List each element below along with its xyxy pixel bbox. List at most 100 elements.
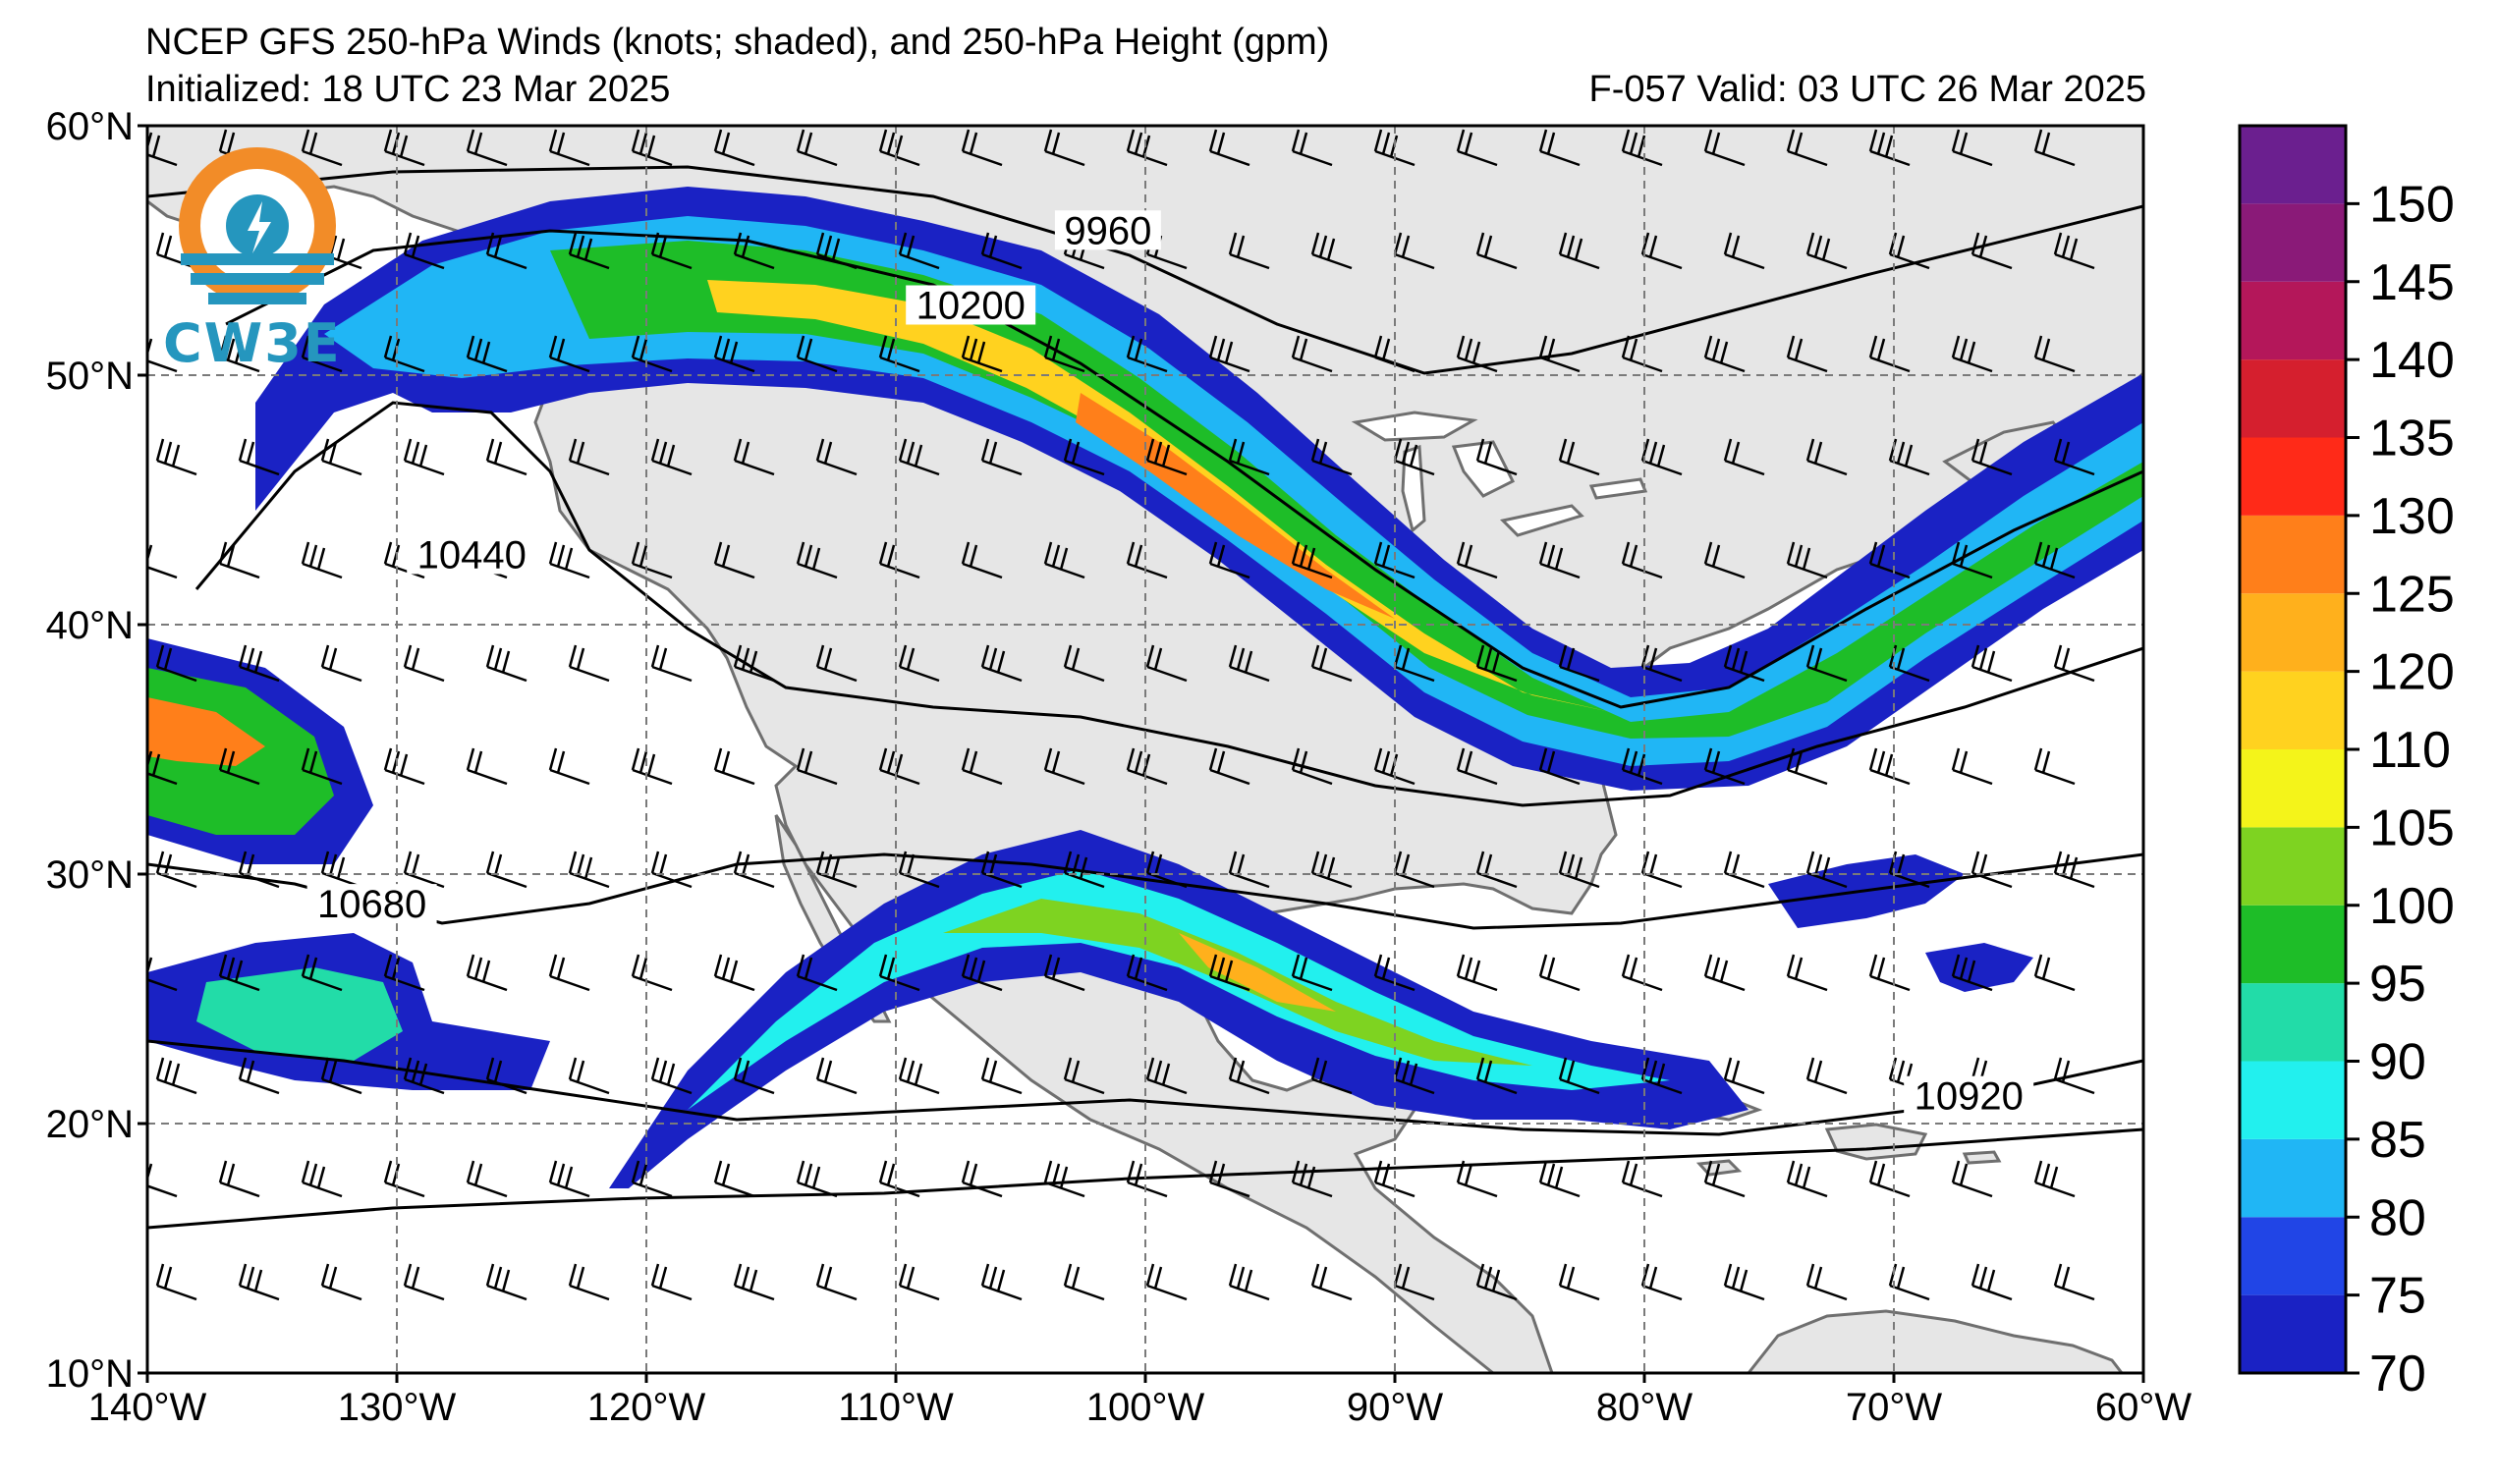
wind-barb bbox=[548, 129, 590, 167]
wind-barb bbox=[568, 1263, 610, 1301]
wind-barb bbox=[238, 1057, 280, 1095]
wind-barb bbox=[568, 232, 610, 270]
lon-tick-label: 60°W bbox=[2095, 1386, 2192, 1429]
contour-label-bg bbox=[1904, 1075, 2034, 1116]
wind-barb bbox=[485, 438, 527, 476]
wind-barb bbox=[1805, 1057, 1848, 1095]
wind-barb bbox=[980, 644, 1023, 683]
colorbar-segment bbox=[2240, 1138, 2346, 1218]
jet-pacific-125kt bbox=[147, 697, 265, 766]
lon-tick-label: 80°W bbox=[1596, 1386, 1693, 1429]
wind-barb bbox=[1621, 1160, 1663, 1198]
lon-tick-label: 140°W bbox=[88, 1386, 207, 1429]
wind-barb bbox=[1228, 644, 1270, 683]
wind-barb bbox=[1310, 851, 1353, 889]
puerto-rico-land bbox=[1962, 1150, 2002, 1165]
contour-label-10680: 10680 bbox=[306, 883, 437, 926]
wind-barb bbox=[1456, 541, 1498, 579]
wind-barb bbox=[1868, 541, 1911, 579]
wind-barb bbox=[1208, 954, 1250, 992]
wind-barb bbox=[1063, 1057, 1105, 1095]
colorbar-label: 80 bbox=[2369, 1189, 2426, 1246]
wind-barb bbox=[320, 1057, 362, 1095]
wind-barb bbox=[961, 129, 1003, 167]
wind-barb bbox=[1805, 438, 1848, 476]
wind-barb bbox=[1971, 438, 2013, 476]
contour-label-10440: 10440 bbox=[407, 534, 537, 577]
lat-tick-label: 60°N bbox=[46, 105, 134, 148]
wind-barb bbox=[1786, 541, 1828, 579]
wind-barb bbox=[733, 1057, 775, 1095]
wind-barb bbox=[961, 541, 1003, 579]
wind-barb bbox=[1456, 747, 1498, 786]
wind-barb bbox=[1723, 644, 1765, 683]
wind-barb bbox=[1291, 1160, 1333, 1198]
wind-barb bbox=[1805, 644, 1848, 683]
jet-atlantic2-70kt bbox=[1925, 943, 2033, 992]
wind-barb bbox=[1805, 851, 1848, 889]
wind-barb bbox=[320, 1263, 362, 1301]
colorbar-label: 70 bbox=[2369, 1346, 2426, 1402]
wind-barb bbox=[733, 232, 775, 270]
wind-barb bbox=[650, 851, 693, 889]
wind-barb bbox=[650, 232, 693, 270]
lake-superior bbox=[1351, 411, 1478, 442]
colorbar-label: 120 bbox=[2369, 644, 2455, 701]
wind-barb bbox=[1723, 438, 1765, 476]
wind-barb bbox=[1621, 747, 1663, 786]
wind-barb bbox=[631, 335, 673, 373]
contour-10440 bbox=[194, 401, 2143, 807]
wind-barb bbox=[218, 747, 260, 786]
wind-barb bbox=[713, 541, 755, 579]
wind-barb bbox=[568, 1057, 610, 1095]
wind-barb bbox=[1291, 335, 1333, 373]
wind-barb bbox=[2053, 644, 2095, 683]
wind-barb bbox=[1723, 232, 1765, 270]
wind-barb bbox=[1208, 541, 1250, 579]
wind-barb bbox=[1145, 1263, 1188, 1301]
wind-barb bbox=[733, 644, 775, 683]
wind-barb bbox=[548, 747, 590, 786]
lat-tick-label: 20°N bbox=[46, 1103, 134, 1146]
wind-barb bbox=[1291, 954, 1333, 992]
wind-barb bbox=[796, 335, 838, 373]
wind-barb bbox=[1971, 1263, 2013, 1301]
wind-barb bbox=[1723, 851, 1765, 889]
wind-barb bbox=[218, 335, 260, 373]
contour-label-text: 10440 bbox=[417, 534, 527, 577]
wind-barb bbox=[631, 1160, 673, 1198]
wind-barb bbox=[1228, 851, 1270, 889]
wind-barb bbox=[218, 1160, 260, 1198]
wind-barb bbox=[320, 644, 362, 683]
wind-barb bbox=[1063, 1263, 1105, 1301]
wind-barb bbox=[1971, 232, 2013, 270]
logo-wave-2 bbox=[191, 273, 324, 285]
wind-barb bbox=[1228, 232, 1270, 270]
colorbar-segment bbox=[2240, 749, 2346, 828]
wind-barb bbox=[980, 851, 1023, 889]
wind-barb bbox=[1538, 954, 1581, 992]
wind-barb bbox=[1868, 129, 1911, 167]
wind-barb bbox=[1558, 232, 1600, 270]
wind-barb bbox=[1475, 644, 1518, 683]
colorbar-label: 145 bbox=[2369, 254, 2455, 311]
wind-barb bbox=[980, 1263, 1023, 1301]
wind-barb bbox=[1063, 438, 1105, 476]
wind-barb bbox=[403, 1057, 445, 1095]
wind-barb bbox=[301, 129, 343, 167]
wind-barb bbox=[815, 438, 858, 476]
wind-barb bbox=[796, 954, 838, 992]
valid-time: F-057 Valid: 03 UTC 26 Mar 2025 bbox=[1588, 69, 2146, 110]
map-title: NCEP GFS 250-hPa Winds (knots; shaded), … bbox=[145, 22, 1330, 63]
wind-barb bbox=[301, 335, 343, 373]
wind-barb bbox=[1786, 747, 1828, 786]
wind-barb bbox=[1558, 1057, 1600, 1095]
south-america-land bbox=[1747, 1309, 2124, 1373]
wind-barb bbox=[1951, 129, 1993, 167]
colorbar-segment bbox=[2240, 827, 2346, 906]
wind-barb bbox=[1786, 954, 1828, 992]
wind-barb bbox=[1228, 1263, 1270, 1301]
wind-barb bbox=[898, 438, 940, 476]
wind-barb bbox=[1475, 438, 1518, 476]
wind-barb bbox=[1043, 1160, 1085, 1198]
